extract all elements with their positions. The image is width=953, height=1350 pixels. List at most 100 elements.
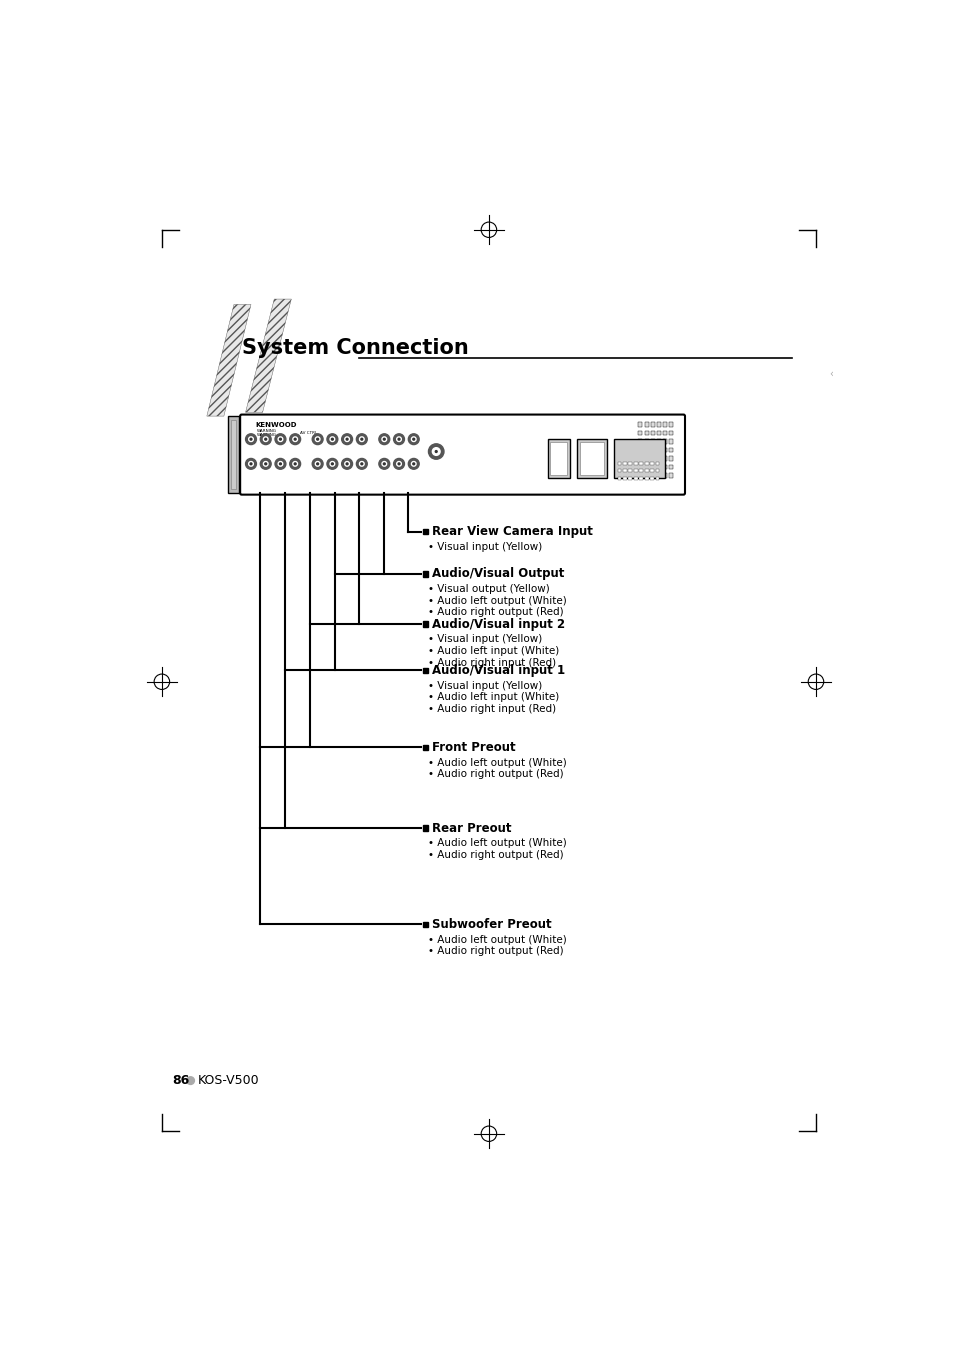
Bar [639, 477, 642, 481]
Bar [644, 470, 648, 472]
Bar [649, 477, 654, 481]
Bar [422, 922, 428, 927]
Text: • Visual input (Yellow): • Visual input (Yellow) [427, 541, 541, 552]
Bar [617, 477, 620, 481]
Circle shape [413, 439, 415, 440]
Bar [662, 472, 666, 478]
Circle shape [344, 462, 349, 466]
Bar [617, 470, 620, 472]
Circle shape [274, 459, 286, 470]
Bar [657, 439, 660, 444]
Text: Rear Preout: Rear Preout [432, 822, 512, 834]
Bar [622, 462, 626, 464]
Bar [649, 470, 654, 472]
Text: Audio/Visual input 2: Audio/Visual input 2 [432, 617, 565, 630]
Text: 86: 86 [172, 1075, 189, 1087]
Bar [644, 472, 648, 478]
Circle shape [359, 462, 364, 466]
Text: • Audio right output (Red): • Audio right output (Red) [427, 608, 562, 617]
Bar [644, 439, 648, 444]
Bar [422, 825, 428, 830]
Circle shape [316, 439, 318, 440]
Text: • Audio right output (Red): • Audio right output (Red) [427, 850, 562, 860]
Circle shape [435, 451, 436, 452]
Text: Audio/Visual Output: Audio/Visual Output [432, 567, 564, 580]
Circle shape [394, 459, 404, 470]
Text: System Connection: System Connection [241, 339, 468, 358]
Bar [655, 470, 659, 472]
Circle shape [293, 437, 297, 441]
Circle shape [279, 439, 281, 440]
Bar [650, 431, 654, 435]
Circle shape [411, 437, 416, 441]
Bar [622, 470, 626, 472]
Circle shape [274, 433, 286, 444]
Circle shape [341, 433, 353, 444]
Text: • Audio left input (White): • Audio left input (White) [427, 693, 558, 702]
Text: • Audio right input (Red): • Audio right input (Red) [427, 703, 556, 714]
Circle shape [394, 433, 404, 444]
Bar [649, 462, 654, 464]
Bar [657, 448, 660, 452]
Text: Subwoofer Preout: Subwoofer Preout [432, 918, 552, 930]
Text: • Audio left output (White): • Audio left output (White) [427, 757, 566, 768]
Text: • Audio left output (White): • Audio left output (White) [427, 595, 566, 606]
Circle shape [396, 437, 401, 441]
Circle shape [383, 439, 385, 440]
Circle shape [249, 462, 253, 466]
Bar [644, 462, 648, 464]
Circle shape [278, 437, 282, 441]
Bar [422, 529, 428, 535]
Bar [644, 456, 648, 460]
Bar [657, 456, 660, 460]
Bar [638, 431, 641, 435]
Circle shape [249, 437, 253, 441]
Circle shape [260, 433, 271, 444]
Polygon shape [207, 305, 251, 416]
Bar [644, 477, 648, 481]
Bar [638, 439, 641, 444]
Circle shape [413, 463, 415, 464]
Bar [638, 423, 641, 427]
Circle shape [315, 437, 319, 441]
Circle shape [397, 439, 399, 440]
Circle shape [330, 462, 335, 466]
Circle shape [187, 1077, 194, 1084]
Circle shape [327, 433, 337, 444]
Circle shape [381, 462, 386, 466]
Bar [662, 439, 666, 444]
Bar [650, 456, 654, 460]
Circle shape [344, 437, 349, 441]
Text: • Audio right input (Red): • Audio right input (Red) [427, 657, 556, 667]
Bar [228, 416, 239, 493]
Circle shape [327, 459, 337, 470]
Bar [662, 456, 666, 460]
Circle shape [331, 439, 333, 440]
Bar [650, 472, 654, 478]
Polygon shape [245, 300, 291, 412]
Bar [614, 439, 664, 478]
Circle shape [316, 463, 318, 464]
Bar [638, 472, 641, 478]
Circle shape [290, 433, 300, 444]
Text: • Visual input (Yellow): • Visual input (Yellow) [427, 634, 541, 644]
Bar [644, 464, 648, 470]
Bar [628, 470, 632, 472]
Circle shape [356, 433, 367, 444]
Bar [662, 423, 666, 427]
Circle shape [341, 459, 353, 470]
Text: • Audio right output (Red): • Audio right output (Red) [427, 769, 562, 779]
Text: • Visual input (Yellow): • Visual input (Yellow) [427, 680, 541, 691]
Bar [633, 462, 637, 464]
Circle shape [263, 462, 268, 466]
Circle shape [356, 459, 367, 470]
Circle shape [312, 459, 323, 470]
Circle shape [408, 433, 418, 444]
Bar [657, 472, 660, 478]
Bar [547, 439, 569, 478]
Circle shape [260, 459, 271, 470]
Circle shape [331, 463, 333, 464]
Circle shape [411, 462, 416, 466]
Circle shape [250, 463, 252, 464]
Circle shape [245, 459, 256, 470]
